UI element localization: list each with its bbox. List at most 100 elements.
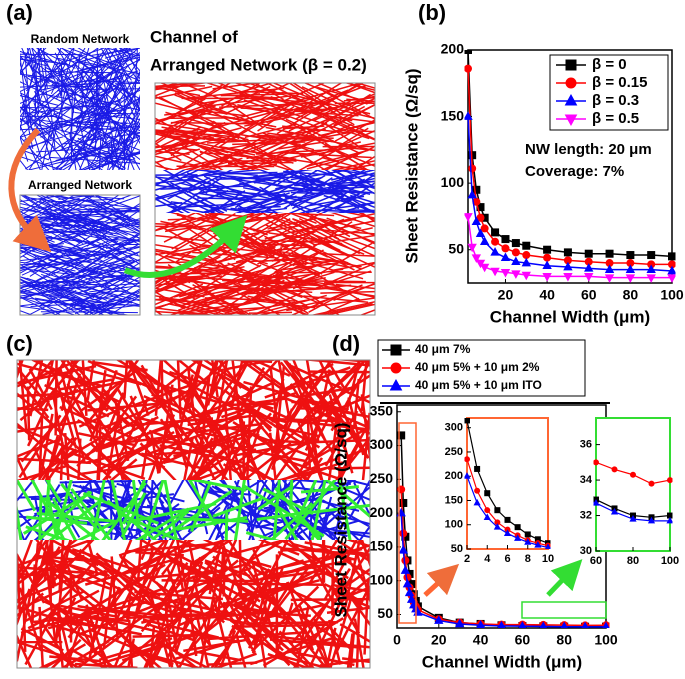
nanowire [336, 201, 375, 213]
nanowire [346, 633, 354, 668]
point [565, 59, 577, 71]
nanowire [143, 394, 184, 416]
point [625, 264, 636, 273]
nanowire [180, 298, 233, 315]
nanowire [27, 360, 55, 390]
nanowire [155, 197, 185, 213]
nanowire [329, 593, 354, 668]
nanowire [110, 246, 140, 252]
point [511, 248, 520, 257]
point [524, 538, 532, 545]
nanowire [60, 604, 120, 619]
nanowire [211, 485, 254, 512]
point [402, 578, 413, 588]
point [584, 273, 594, 282]
point [480, 224, 489, 233]
network [17, 540, 370, 668]
nanowire [323, 194, 375, 213]
series-line [467, 68, 672, 266]
nanowire [193, 271, 288, 307]
nanowire [72, 77, 122, 87]
nanowire [327, 466, 370, 470]
nanowire [58, 265, 102, 295]
network-illustrations [16, 48, 376, 669]
nanowire [26, 515, 88, 525]
nanowire [20, 127, 51, 131]
nanowire [20, 156, 64, 170]
nanowire [140, 540, 152, 561]
nanowire [259, 480, 312, 540]
nanowire [250, 117, 331, 153]
nanowire [275, 176, 323, 190]
nanowire [257, 106, 295, 132]
nanowire [176, 515, 248, 531]
nanowire [323, 90, 375, 121]
annotation: Coverage: 7% [525, 163, 624, 180]
x-tick-label: 80 [627, 555, 639, 567]
nanowire [62, 195, 133, 221]
nanowire [260, 213, 341, 252]
nanowire [155, 296, 192, 309]
point [468, 164, 477, 173]
nanowire [278, 630, 316, 668]
nanowire [44, 66, 103, 97]
nanowire [60, 395, 99, 432]
nanowire [223, 401, 232, 480]
nanowire [327, 106, 375, 120]
nanowire [260, 623, 310, 668]
nanowire [155, 187, 190, 200]
nanowire [84, 385, 120, 427]
nanowire [334, 585, 370, 655]
nanowire [156, 133, 229, 154]
nanowire [97, 100, 140, 125]
nanowire [284, 480, 338, 540]
nanowire [144, 633, 168, 668]
nanowire [87, 200, 140, 230]
nanowire [92, 360, 148, 372]
nanowire [118, 396, 150, 458]
nanowire [25, 525, 71, 540]
x-axis-label: Channel Width (μm) [422, 652, 582, 671]
nanowire [332, 261, 375, 271]
nanowire [298, 480, 335, 540]
nanowire [60, 601, 147, 622]
nanowire [179, 554, 265, 600]
series-line [593, 501, 670, 522]
nanowire [324, 570, 358, 602]
point [500, 252, 511, 262]
point [534, 541, 542, 548]
nanowire [187, 480, 247, 492]
plot-area [595, 417, 671, 552]
point [471, 254, 482, 263]
nanowire [282, 262, 337, 271]
nanowire [42, 496, 101, 540]
nanowire [257, 147, 357, 155]
nanowire [17, 566, 51, 611]
point [668, 252, 676, 261]
nanowire [281, 151, 372, 159]
nanowire [163, 480, 178, 540]
nanowire [82, 268, 140, 282]
nanowire [20, 274, 92, 293]
nanowire [184, 122, 249, 141]
point [390, 344, 402, 356]
nanowire [237, 260, 281, 284]
y-tick-label: 150 [441, 107, 465, 123]
nanowire [107, 48, 140, 57]
nanowire [63, 290, 110, 307]
point [504, 516, 511, 523]
point [493, 523, 501, 530]
nanowire [61, 545, 111, 578]
network [20, 48, 140, 170]
nanowire [292, 360, 307, 390]
nanowire [112, 436, 125, 480]
nanowire [196, 617, 210, 668]
x-tick-label: 0 [393, 631, 401, 647]
nanowire [81, 360, 88, 416]
nanowire [116, 482, 185, 503]
nanowire [264, 579, 320, 596]
nanowire [158, 367, 238, 411]
nanowire [299, 407, 349, 411]
point [511, 239, 520, 248]
nanowire [48, 497, 104, 540]
